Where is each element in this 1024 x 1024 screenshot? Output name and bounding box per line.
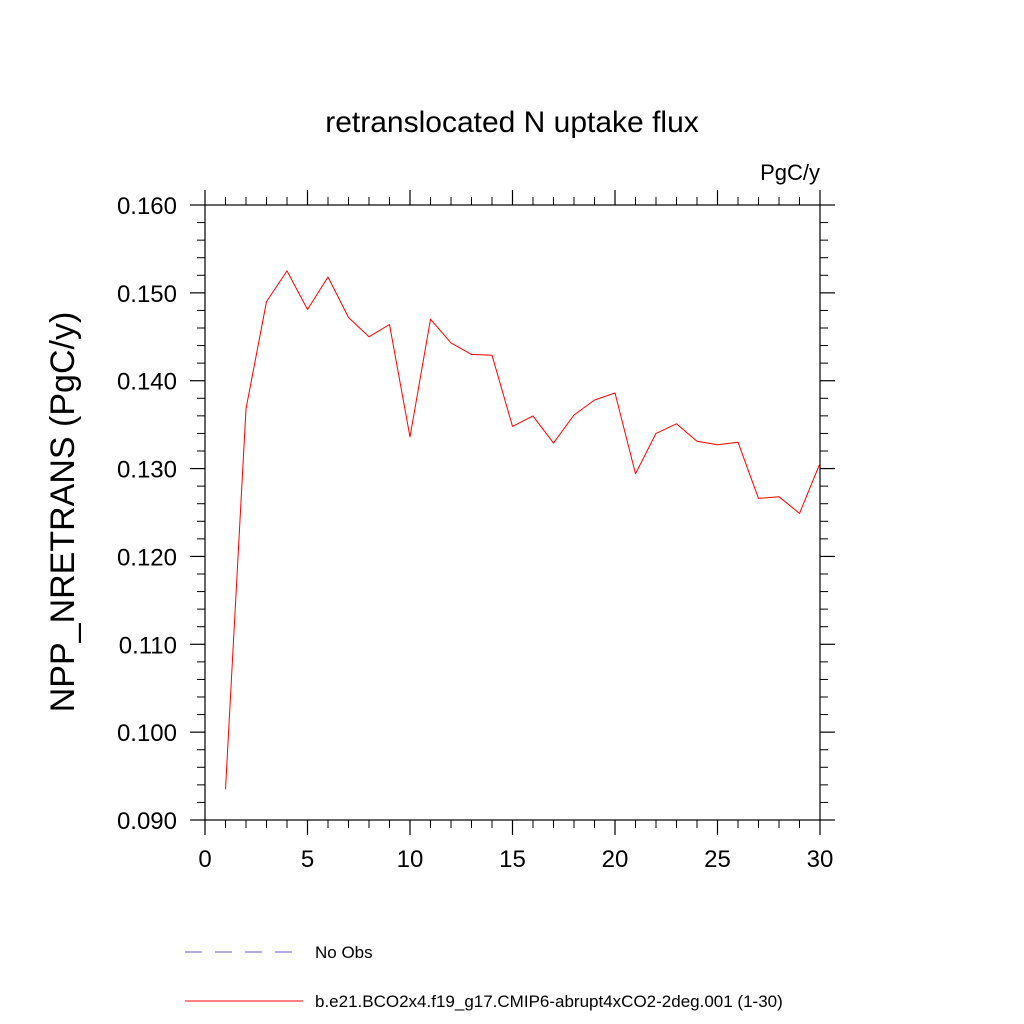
x-tick-label: 30 <box>807 846 834 873</box>
legend-label-no-obs: No Obs <box>315 943 373 962</box>
y-tick-label: 0.090 <box>117 808 177 835</box>
y-axis-label: NPP_NRETRANS (PgC/y) <box>44 312 82 713</box>
series-line <box>225 270 821 790</box>
y-tick-label: 0.150 <box>117 281 177 308</box>
x-tick-label: 20 <box>602 846 629 873</box>
legend: No Obs b.e21.BCO2x4.f19_g17.CMIP6-abrupt… <box>185 943 783 1011</box>
y-tick-label: 0.130 <box>117 457 177 484</box>
y-tick-label: 0.160 <box>117 193 177 220</box>
y-tick-labels: 0.090 0.100 0.110 0.120 0.130 0.140 0.150 0.160 <box>117 193 177 835</box>
legend-label-model: b.e21.BCO2x4.f19_g17.CMIP6-abrupt4xCO2-2… <box>315 992 783 1011</box>
chart-title: retranslocated N uptake flux <box>325 106 699 139</box>
major-ticks <box>190 190 835 835</box>
minor-ticks <box>197 197 828 828</box>
x-tick-labels: 0 5 10 15 20 25 30 <box>198 846 833 873</box>
unit-label: PgC/y <box>760 160 820 185</box>
x-tick-label: 10 <box>397 846 424 873</box>
series-layer <box>225 270 821 790</box>
y-tick-label: 0.140 <box>117 369 177 396</box>
y-tick-label: 0.120 <box>117 544 177 571</box>
x-tick-label: 0 <box>198 846 211 873</box>
plot-frame <box>204 204 821 821</box>
x-tick-label: 15 <box>499 846 526 873</box>
y-tick-label: 0.100 <box>117 720 177 747</box>
x-tick-label: 5 <box>301 846 314 873</box>
y-tick-label: 0.110 <box>119 632 177 659</box>
x-tick-label: 25 <box>704 846 731 873</box>
